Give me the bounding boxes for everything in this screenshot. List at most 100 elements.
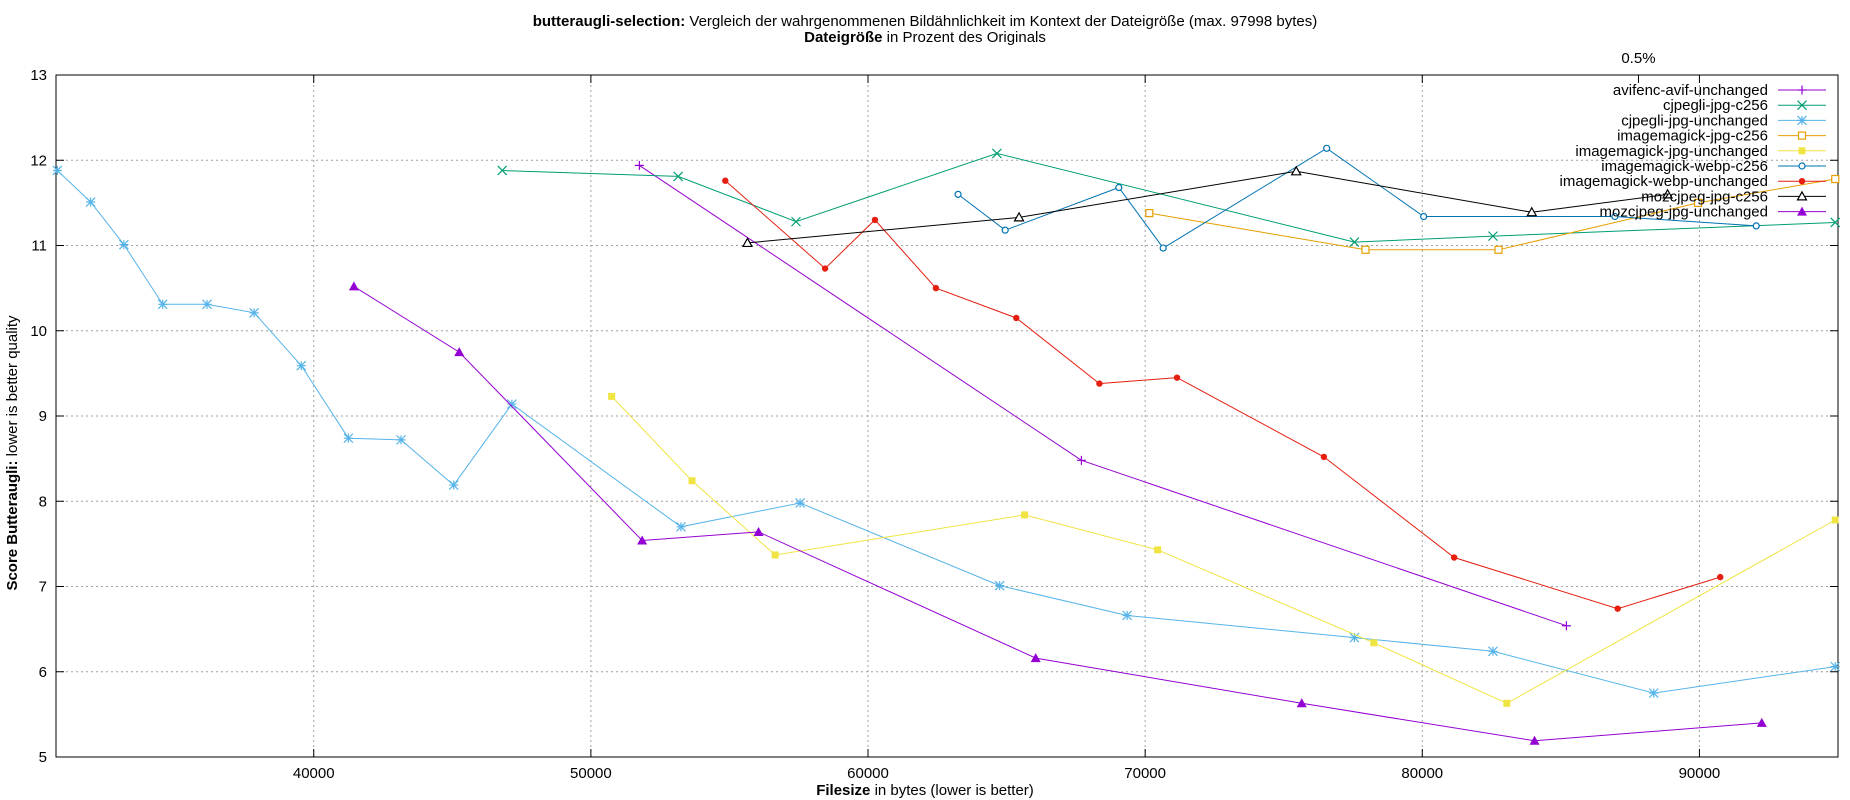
point-marker <box>1349 237 1360 248</box>
y-tick-label: 10 <box>30 323 47 340</box>
data-point <box>1529 735 1540 745</box>
y-tick-label: 12 <box>30 152 47 169</box>
data-point <box>1494 245 1503 254</box>
data-point <box>52 165 63 176</box>
point-marker <box>1021 511 1029 519</box>
data-point <box>1830 217 1841 228</box>
x-axis-label-bold: Filesize <box>816 782 870 799</box>
point-marker <box>688 477 696 485</box>
point-marker <box>1320 453 1328 461</box>
point-marker <box>1529 735 1540 745</box>
point-marker <box>249 307 260 318</box>
data-point <box>637 535 648 545</box>
data-point <box>118 239 129 250</box>
y-tick-label: 9 <box>39 408 47 425</box>
legend-label: imagemagick-jpg-unchanged <box>1575 143 1768 160</box>
point-marker <box>1797 100 1807 111</box>
point-marker <box>1798 162 1806 170</box>
point-marker <box>506 399 517 409</box>
data-point <box>1296 698 1307 708</box>
point-marker <box>722 177 729 184</box>
data-point <box>296 360 307 371</box>
point-marker <box>673 171 684 182</box>
data-point <box>741 237 753 248</box>
data-point <box>497 165 508 176</box>
series-mozcjpeg-jpg-unchanged <box>348 281 1767 745</box>
series-imagemagick-webp-unchanged <box>722 177 1724 612</box>
point-marker <box>448 480 459 490</box>
data-point <box>1831 174 1840 184</box>
y-axis-label-bold: Score Butteraugli: <box>4 461 21 591</box>
data-point <box>1370 639 1378 647</box>
point-marker <box>954 190 962 198</box>
x-tick-label: 50000 <box>570 765 612 782</box>
x-tick-label: 40000 <box>293 765 335 782</box>
data-point <box>932 284 940 292</box>
point-marker <box>771 551 779 559</box>
x-tick-label: 80000 <box>1401 765 1443 782</box>
point-marker <box>1290 165 1302 176</box>
point-marker <box>1370 639 1378 647</box>
point-marker <box>1154 546 1162 554</box>
data-point <box>1798 178 1806 185</box>
data-point <box>1662 188 1674 199</box>
data-point <box>771 551 779 559</box>
point-marker <box>676 521 686 532</box>
data-point <box>1503 699 1511 707</box>
point-marker <box>1648 688 1659 698</box>
point-marker <box>1798 147 1806 155</box>
legend: avifenc-avif-unchangedcjpegli-jpg-c256cj… <box>1560 82 1826 221</box>
point-marker <box>454 347 465 357</box>
point-marker <box>1752 222 1760 230</box>
legend-item: imagemagick-webp-c256 <box>1601 158 1826 175</box>
point-marker <box>1614 605 1621 612</box>
data-point <box>1320 453 1328 461</box>
y-tick-label: 13 <box>30 67 47 84</box>
series-line <box>957 147 1757 249</box>
data-point <box>85 197 96 207</box>
point-marker <box>1798 178 1806 185</box>
point-marker <box>1488 231 1498 242</box>
y-tick-label: 11 <box>31 238 47 255</box>
point-marker <box>991 148 1002 159</box>
data-point <box>1797 85 1807 95</box>
data-point <box>1013 211 1025 222</box>
point-marker <box>1797 115 1807 126</box>
point-marker <box>637 535 648 545</box>
data-point <box>454 347 465 357</box>
point-marker <box>871 216 879 224</box>
series-imagemagick-jpg-c256 <box>1145 174 1840 254</box>
point-marker <box>1296 698 1307 708</box>
chart-subtitle-bold: Dateigröße <box>804 29 882 46</box>
data-point <box>1420 212 1428 221</box>
point-marker <box>1797 85 1807 95</box>
legend-item: imagemagick-jpg-unchanged <box>1575 143 1826 160</box>
point-marker <box>1830 661 1841 672</box>
point-marker <box>1830 217 1841 228</box>
chart-title-rest: Vergleich der wahrgenommenen Bildähnlich… <box>685 13 1317 30</box>
data-point <box>1614 605 1621 612</box>
legend-label: avifenc-avif-unchanged <box>1613 82 1768 99</box>
point-marker <box>1756 717 1767 727</box>
data-point <box>676 521 686 532</box>
data-point <box>348 281 359 291</box>
point-marker <box>1831 174 1840 184</box>
y-axis-label: Score Butteraugli: lower is better quali… <box>4 315 21 591</box>
data-point <box>821 265 829 272</box>
data-point <box>1797 100 1807 111</box>
series-line <box>57 170 1836 694</box>
series-line <box>611 396 1836 704</box>
data-point <box>1561 621 1571 631</box>
data-point <box>1798 162 1806 170</box>
legend-item: cjpegli-jpg-unchanged <box>1621 112 1826 129</box>
data-point <box>1159 244 1167 252</box>
data-point <box>795 498 806 508</box>
point-marker <box>348 281 359 291</box>
data-point <box>249 307 260 318</box>
point-marker <box>1494 245 1503 254</box>
legend-label: imagemagick-webp-unchanged <box>1560 173 1768 190</box>
chart-subtitle-rest: in Prozent des Originals <box>882 29 1045 46</box>
y-tick-label: 5 <box>39 749 47 766</box>
data-point <box>448 480 459 490</box>
legend-item: avifenc-avif-unchanged <box>1613 82 1826 99</box>
